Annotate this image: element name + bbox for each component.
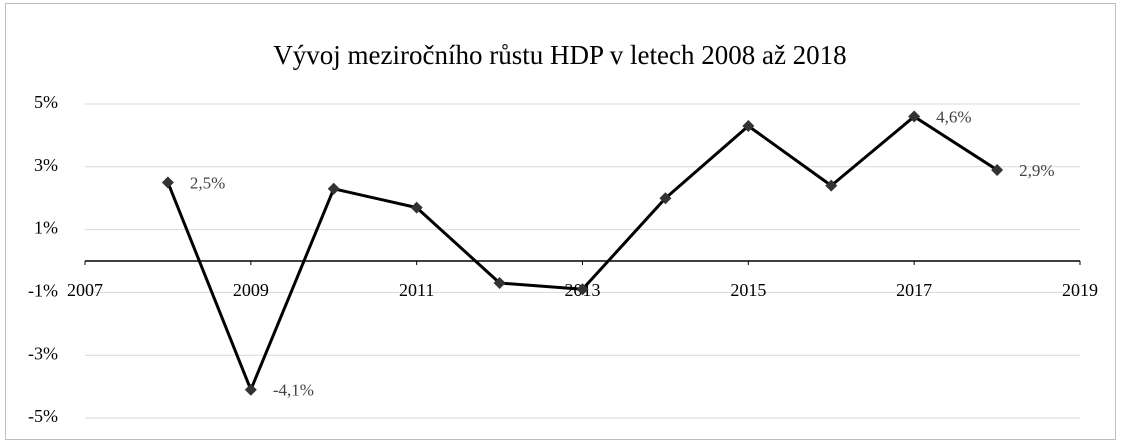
data-label: -4,1%: [273, 381, 314, 400]
x-tick-label: 2009: [233, 280, 269, 300]
marker: [244, 383, 257, 396]
y-tick-label: 3%: [34, 155, 58, 175]
data-label: 4,6%: [936, 107, 971, 126]
x-tick-label: 2011: [399, 280, 434, 300]
chart-border: [5, 3, 1116, 440]
x-tick-label: 2015: [730, 280, 766, 300]
x-tick-label: 2007: [67, 280, 103, 300]
chart-title: Vývoj meziročního růstu HDP v letech 200…: [273, 40, 846, 70]
data-label: 2,9%: [1019, 161, 1054, 180]
marker: [991, 163, 1004, 176]
x-tick-label: 2017: [896, 280, 932, 300]
data-label: 2,5%: [190, 173, 225, 192]
marker: [493, 276, 506, 289]
y-tick-label: -3%: [28, 343, 58, 363]
y-tick-label: -1%: [28, 281, 58, 301]
marker: [825, 179, 838, 192]
marker: [908, 110, 921, 123]
marker: [576, 283, 589, 296]
x-tick-label: 2019: [1062, 280, 1098, 300]
marker: [659, 192, 672, 205]
y-tick-label: 1%: [34, 218, 58, 238]
marker: [327, 182, 340, 195]
marker: [410, 201, 423, 214]
y-tick-label: -5%: [28, 406, 58, 426]
marker: [161, 176, 174, 189]
marker: [742, 119, 755, 132]
y-tick-label: 5%: [34, 92, 58, 112]
